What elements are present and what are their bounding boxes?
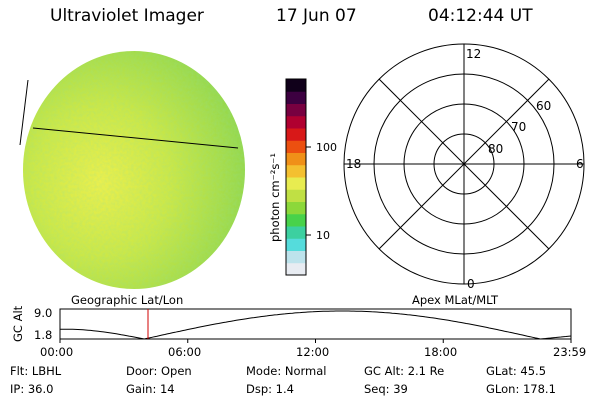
altitude-xtick-4: 23:59	[553, 345, 586, 359]
info-dsp: Dsp: 1.4	[246, 382, 294, 396]
info-glat: GLat: 45.5	[486, 364, 547, 378]
colorbar-segment	[286, 79, 306, 92]
date-label: 17 Jun 07	[276, 6, 357, 26]
uv-disk-image	[19, 51, 245, 289]
colorbar-segment	[286, 189, 306, 202]
altitude-plot	[59, 308, 572, 343]
info-glon: GLon: 178.1	[486, 382, 556, 396]
altitude-x-ticks	[59, 339, 572, 343]
info-gain: Gain: 14	[126, 382, 175, 396]
altitude-xtick-3: 18:00	[424, 345, 457, 359]
info-mode: Mode: Normal	[246, 364, 327, 378]
polar-diagonal-2	[378, 78, 550, 250]
colorbar-tick-100: 100	[316, 141, 337, 154]
colorbar-segment	[286, 213, 306, 227]
colorbar-unit-label: photon cm⁻²s⁻¹	[268, 153, 282, 242]
mlt-label-0: 0	[467, 277, 475, 291]
altitude-xtick-1: 06:00	[168, 345, 201, 359]
terminator-line	[32, 127, 239, 149]
altitude-xtick-2: 12:00	[296, 345, 329, 359]
info-ip: IP: 36.0	[10, 382, 54, 396]
colorbar-tick-10: 10	[316, 229, 330, 242]
disk-texture	[23, 51, 245, 289]
altitude-xtick-0: 00:00	[40, 345, 73, 359]
lat-label-70: 70	[511, 120, 526, 134]
geographic-label: Geographic Lat/Lon	[71, 293, 184, 307]
colorbar-segment	[286, 262, 306, 276]
polar-plot	[343, 43, 585, 285]
altitude-ylabel: GC Alt	[11, 305, 25, 342]
altitude-ytick-top: 9.0	[34, 306, 52, 320]
colorbar-segment	[286, 164, 306, 178]
mlt-label-6: 6	[576, 157, 584, 171]
limb-marker-line	[19, 79, 29, 146]
colorbar-segment	[286, 140, 306, 153]
colorbar-segment	[286, 177, 306, 190]
info-door: Door: Open	[126, 364, 192, 378]
mlt-label-12: 12	[466, 47, 481, 61]
colorbar-segment	[286, 226, 306, 239]
info-seq: Seq: 39	[364, 382, 408, 396]
instrument-title: Ultraviolet Imager	[50, 6, 204, 26]
altitude-ytick-bottom: 1.8	[34, 328, 52, 342]
colorbar-segment	[286, 250, 306, 264]
time-label: 04:12:44 UT	[428, 6, 533, 26]
altitude-plot-frame	[59, 308, 572, 340]
colorbar-segment	[286, 115, 306, 129]
apex-label: Apex MLat/MLT	[412, 293, 499, 307]
info-gc-alt: GC Alt: 2.1 Re	[364, 364, 445, 378]
colorbar-segment	[286, 103, 306, 117]
colorbar-segment	[286, 238, 306, 251]
colorbar-frame	[285, 78, 307, 276]
altitude-curve	[59, 310, 572, 340]
colorbar	[286, 79, 311, 276]
colorbar-segment	[286, 128, 306, 141]
lat-label-80: 80	[488, 142, 503, 156]
lat-label-60: 60	[536, 99, 551, 113]
colorbar-segment	[286, 91, 306, 104]
colorbar-segment	[286, 201, 306, 215]
colorbar-segment	[286, 152, 306, 166]
mlt-label-18: 18	[346, 157, 361, 171]
info-filter: Flt: LBHL	[10, 364, 62, 378]
